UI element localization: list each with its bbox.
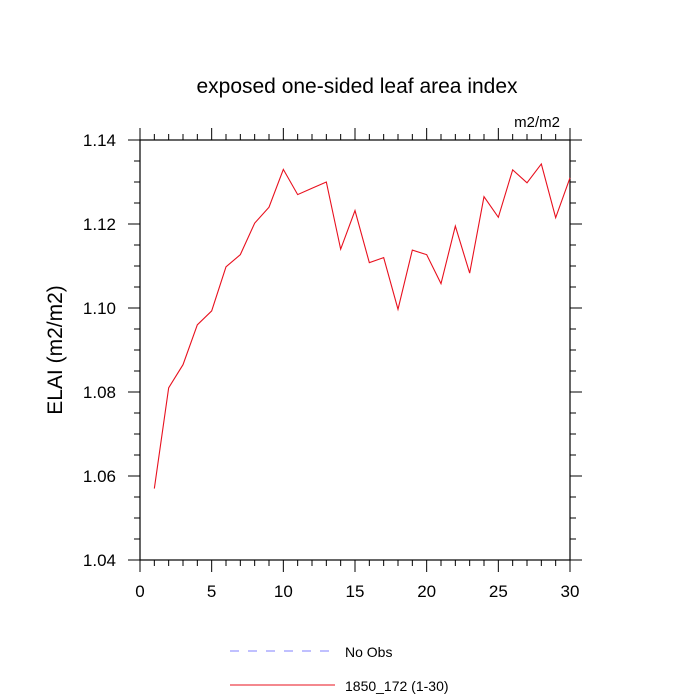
chart-title: exposed one-sided leaf area index [196, 75, 518, 98]
y-axis-label: ELAI (m2/m2) [44, 285, 67, 415]
axis-ticks [128, 128, 582, 572]
tick-labels: 0 5 10 15 20 25 30 1.04 1.06 1.08 1.10 1.12 1.14 [83, 131, 580, 601]
units-label: m2/m2 [514, 114, 560, 131]
y-tick-label: 1.06 [83, 467, 116, 486]
y-tick-label: 1.08 [83, 383, 116, 402]
y-tick-label: 1.04 [83, 551, 116, 570]
legend-label-0: No Obs [345, 644, 392, 660]
x-tick-label: 5 [207, 582, 216, 601]
x-tick-label: 0 [135, 582, 144, 601]
plot-area [139, 139, 571, 561]
series-layer [153, 162, 571, 489]
y-tick-label: 1.14 [83, 131, 116, 150]
series-line-1850-172-1-30- [153, 162, 571, 489]
x-tick-label: 25 [489, 582, 508, 601]
legend: No Obs 1850_172 (1-30) [230, 644, 449, 694]
x-tick-label: 20 [417, 582, 436, 601]
x-tick-label: 15 [346, 582, 365, 601]
legend-label-1: 1850_172 (1-30) [345, 678, 449, 694]
x-tick-label: 10 [274, 582, 293, 601]
plot-frame [139, 139, 571, 561]
y-tick-label: 1.12 [83, 215, 116, 234]
x-tick-label: 30 [561, 582, 580, 601]
y-tick-label: 1.10 [83, 299, 116, 318]
